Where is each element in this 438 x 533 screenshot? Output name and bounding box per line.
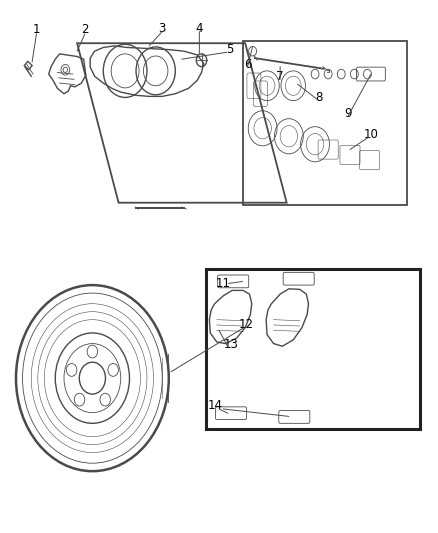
Text: 13: 13 — [223, 338, 238, 351]
Text: 2: 2 — [81, 23, 89, 36]
Text: 6: 6 — [244, 58, 251, 71]
Text: 1: 1 — [33, 23, 40, 36]
Text: 3: 3 — [159, 22, 166, 35]
Text: 12: 12 — [239, 319, 254, 332]
Text: 9: 9 — [344, 107, 352, 120]
Text: 14: 14 — [208, 399, 223, 413]
Text: 5: 5 — [226, 43, 233, 56]
Text: 7: 7 — [276, 70, 284, 83]
Text: 8: 8 — [316, 91, 323, 104]
Bar — [243, 41, 407, 205]
Bar — [206, 269, 420, 429]
Text: 11: 11 — [216, 277, 231, 290]
Text: 4: 4 — [196, 22, 203, 35]
Text: 10: 10 — [364, 128, 378, 141]
